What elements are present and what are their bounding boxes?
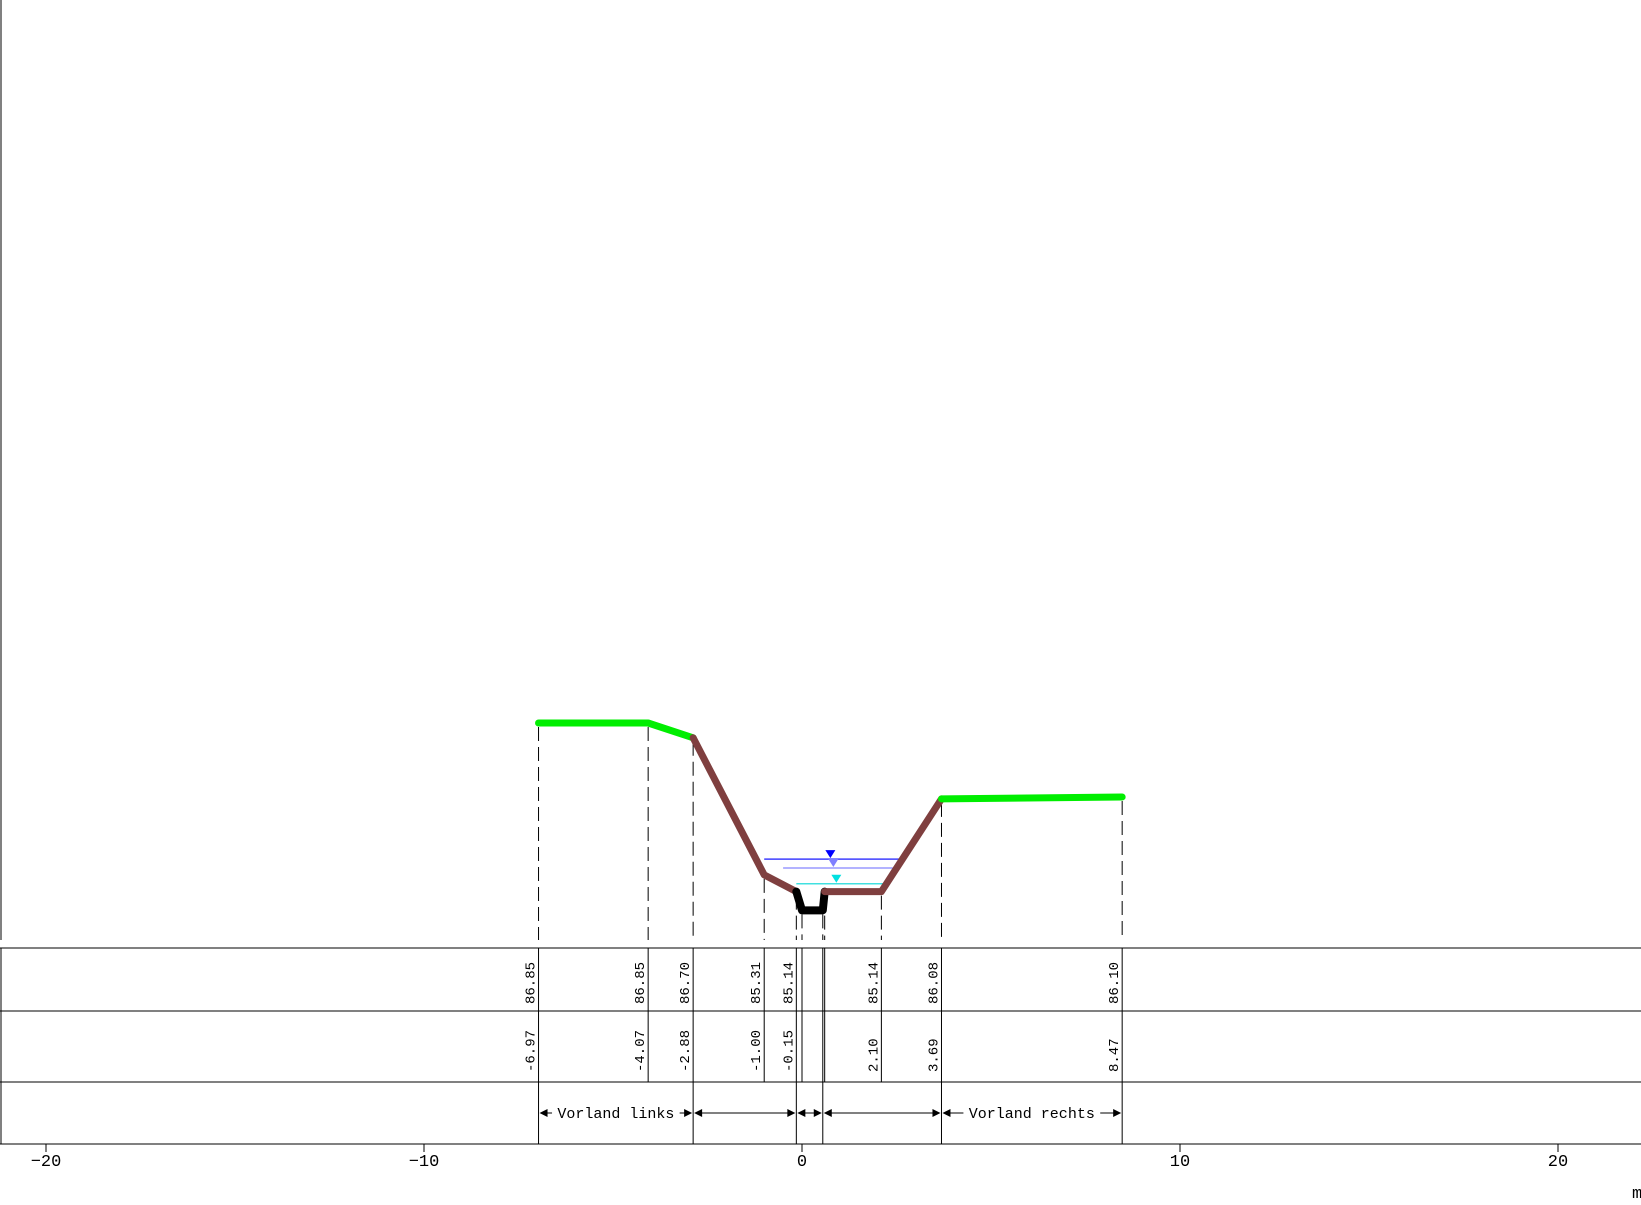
station-label: -1.00 <box>749 1030 765 1072</box>
channel-bank-right-line <box>821 795 945 896</box>
station-label: -2.88 <box>678 1030 694 1072</box>
elevation-label: 85.14 <box>866 962 882 1004</box>
elevation-row: 86.85 86.85 86.70 85.31 85.14 85.14 86.08 86.10 <box>524 962 1124 1004</box>
x-axis-tick-label: −20 <box>31 1153 62 1172</box>
elevation-label: 85.31 <box>749 962 765 1004</box>
station-label: -4.07 <box>633 1030 649 1072</box>
arrow-left-icon <box>823 1109 832 1117</box>
water-levels <box>764 850 901 885</box>
station-label: -0.15 <box>781 1030 797 1072</box>
arrow-right-icon <box>684 1109 693 1117</box>
elevation-label: 86.10 <box>1107 962 1123 1004</box>
arrow-left-icon <box>942 1109 951 1117</box>
station-row: -6.97 -4.07 -2.88 -1.00 -0.15 2.10 3.69 8.47 <box>524 1030 1124 1072</box>
arrow-right-icon <box>787 1109 796 1117</box>
x-axis-tick-label: 20 <box>1548 1153 1568 1172</box>
x-axis-tick-label: −10 <box>409 1153 440 1172</box>
station-label: 8.47 <box>1107 1038 1123 1072</box>
arrow-left-icon <box>539 1109 548 1117</box>
zone-row: Vorland links Vorland rechts <box>539 1106 1122 1123</box>
station-label: 3.69 <box>926 1038 942 1072</box>
elevation-label: 86.70 <box>678 962 694 1004</box>
x-axis-unit-label: m <box>1632 1185 1641 1200</box>
foreland-right-line <box>937 793 1126 803</box>
arrow-right-icon <box>932 1109 941 1117</box>
water-level-marker-icon <box>825 850 836 859</box>
channel-bank-left-line <box>689 734 800 896</box>
x-axis-tick-label: 10 <box>1170 1153 1190 1172</box>
data-table <box>0 947 1641 1145</box>
foreland-left-line <box>535 719 697 742</box>
arrow-left-icon <box>694 1109 703 1117</box>
station-label: 2.10 <box>866 1038 882 1072</box>
elevation-label: 85.14 <box>781 962 797 1004</box>
channel-bed-line <box>792 887 829 915</box>
zone-label: Vorland links <box>557 1106 674 1123</box>
arrow-right-icon <box>813 1109 822 1117</box>
station-verticals <box>538 727 1123 1144</box>
water-level-marker-icon <box>828 858 839 867</box>
station-label: -6.97 <box>524 1030 540 1072</box>
water-level-marker-icon <box>831 874 842 883</box>
zone-label: Vorland rechts <box>969 1106 1095 1123</box>
arrow-left-icon <box>797 1109 806 1117</box>
terrain-profile <box>535 719 1126 915</box>
elevation-label: 86.85 <box>633 962 649 1004</box>
elevation-label: 86.85 <box>524 962 540 1004</box>
arrow-right-icon <box>1113 1109 1122 1117</box>
x-axis: −20 −10 0 10 20 m <box>31 1144 1641 1204</box>
x-axis-tick-label: 0 <box>797 1153 807 1172</box>
elevation-label: 86.08 <box>926 962 942 1004</box>
